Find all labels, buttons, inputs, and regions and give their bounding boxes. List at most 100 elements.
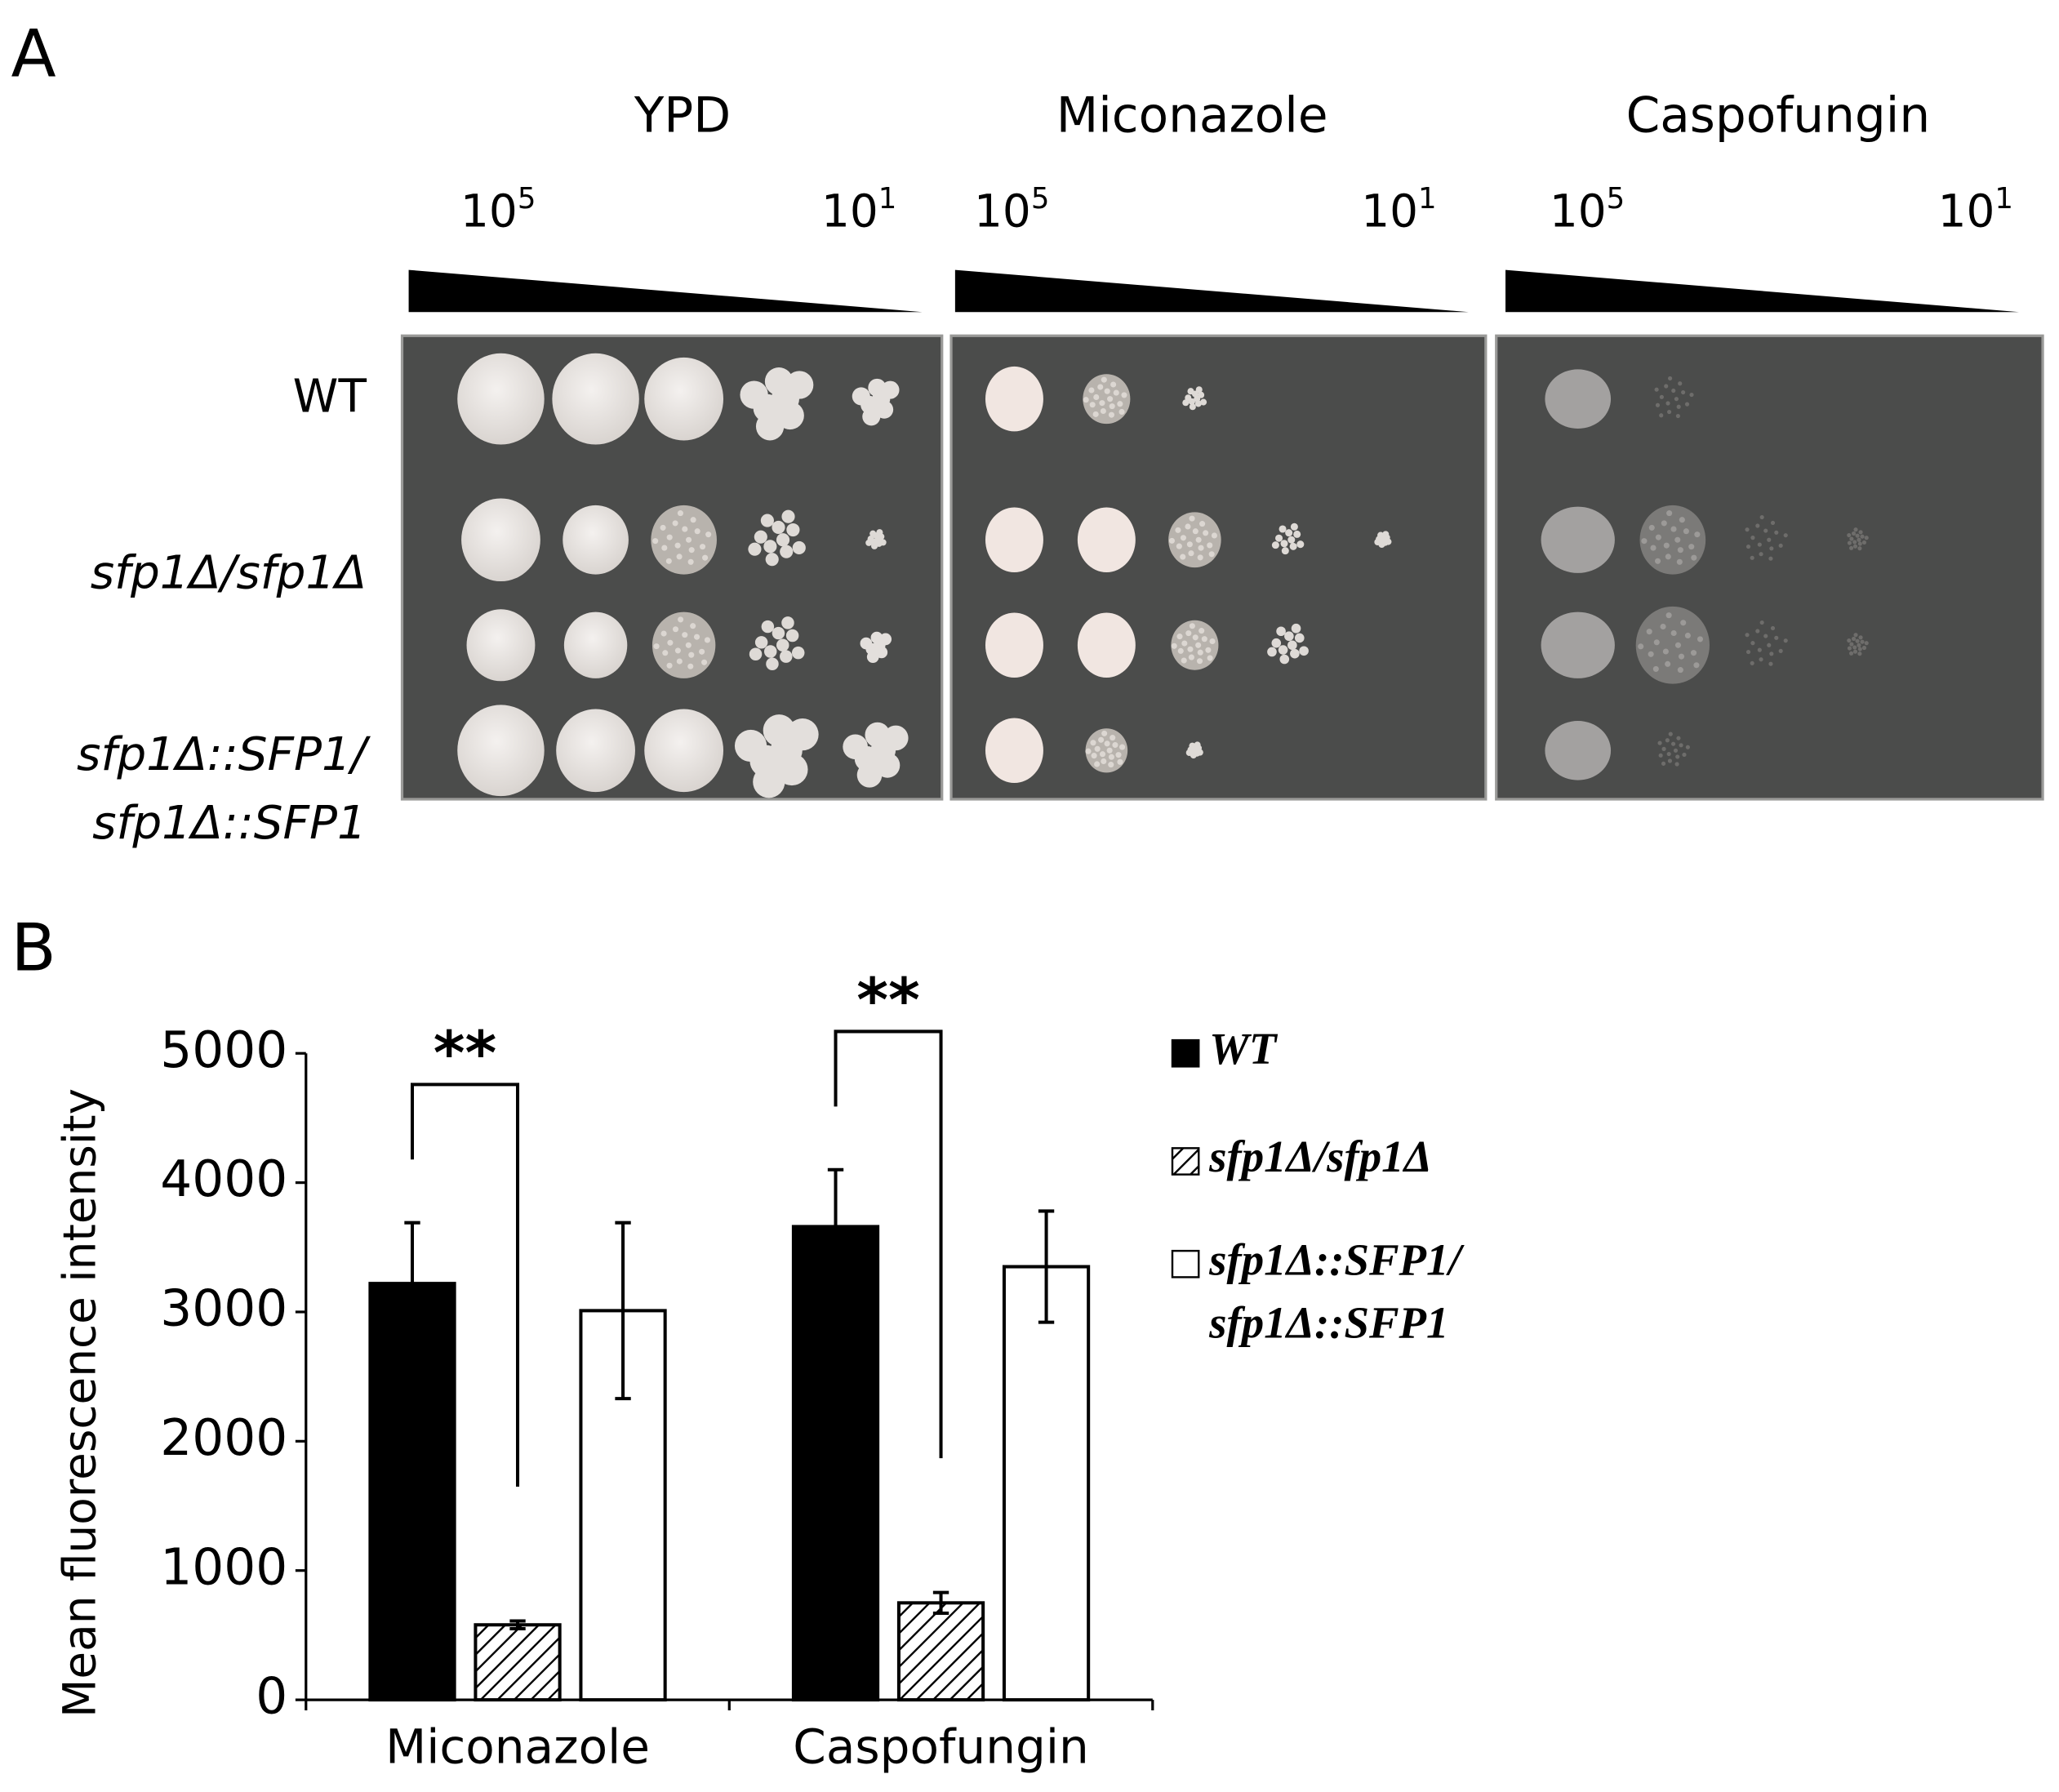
colony [694,528,700,535]
colony [1182,399,1190,407]
dilution-exponent: 1 [878,182,897,216]
colony [1665,660,1671,667]
colony [1848,545,1854,550]
colony [1864,536,1869,540]
colony [667,639,674,646]
colony [686,536,692,543]
y-tick-label: 4000 [160,1150,287,1208]
colony [1768,556,1773,561]
colony [1195,386,1203,394]
error-bar [404,1221,420,1346]
colony [1670,741,1676,746]
colony [1750,641,1755,646]
colony [871,542,878,549]
colony [1668,731,1673,736]
colony [677,510,683,517]
significance-label: ** [856,966,920,1036]
colony [1180,554,1186,560]
colony [1199,521,1206,527]
colony [1541,506,1615,573]
significance-label: ** [434,1018,497,1088]
colony [1377,531,1385,539]
colony [1849,642,1854,647]
colony [1677,667,1683,674]
colony [1110,735,1116,741]
colony [1770,625,1776,631]
colony [1677,547,1683,554]
colony [1650,545,1657,551]
colony [1168,537,1175,544]
colony [1653,639,1660,646]
colony [1674,536,1681,543]
colony [1098,736,1105,743]
colony [1694,531,1701,538]
colony [1688,544,1695,550]
colony [1115,752,1122,758]
colony [1187,646,1194,652]
colony [1769,546,1774,551]
colony [1186,541,1193,548]
colony [1759,552,1763,557]
panel-label: B [11,910,56,987]
colony [761,620,775,634]
dilution-exponent: 1 [1995,182,2013,216]
colony [1185,394,1192,402]
colony [1099,751,1106,758]
colony [1855,533,1860,538]
colony [1847,532,1852,538]
colony [985,612,1043,678]
colony [1665,612,1672,619]
condition-label: YPD [634,87,731,144]
colony [1541,611,1615,678]
colony [1291,623,1301,634]
colony [1101,758,1107,765]
colony [734,729,767,763]
colony [776,638,789,652]
colony [1665,738,1670,743]
colony [687,558,694,565]
colony [754,530,767,544]
colony [791,646,805,660]
colony [1185,523,1191,530]
colony [1108,754,1114,760]
error-bar [932,1590,949,1616]
colony [1861,645,1867,651]
colony [1188,654,1194,660]
colony [563,611,628,678]
colony [1847,638,1852,643]
colony [1755,523,1760,528]
colony [644,709,724,793]
y-tick-label: 0 [256,1668,287,1726]
colony [1759,657,1763,662]
y-tick-label: 2000 [160,1409,287,1467]
colony [1271,638,1282,648]
x-tick-label: Miconazole [385,1719,650,1775]
dilution-label: 101 [1938,182,2013,238]
colony [652,538,659,545]
colony [1117,758,1123,765]
colony [1662,648,1669,655]
colony [1664,384,1669,389]
colony [1690,650,1697,656]
colony [1853,633,1858,638]
colony [1192,528,1198,535]
colony [660,630,667,637]
colony [1083,397,1089,403]
colony [1745,633,1750,638]
colony [862,407,881,426]
colony [985,366,1043,432]
colony [1750,555,1754,560]
colony [1852,540,1857,545]
colony [1104,388,1110,394]
colony [763,645,777,658]
colony [1861,540,1867,545]
colony [1847,646,1852,651]
colony [785,371,814,399]
colony [1767,643,1772,647]
colony [1778,543,1783,548]
colony [1676,558,1683,565]
colony [1697,636,1704,643]
colony [1208,551,1215,558]
colony [763,540,777,554]
colony [665,558,672,564]
